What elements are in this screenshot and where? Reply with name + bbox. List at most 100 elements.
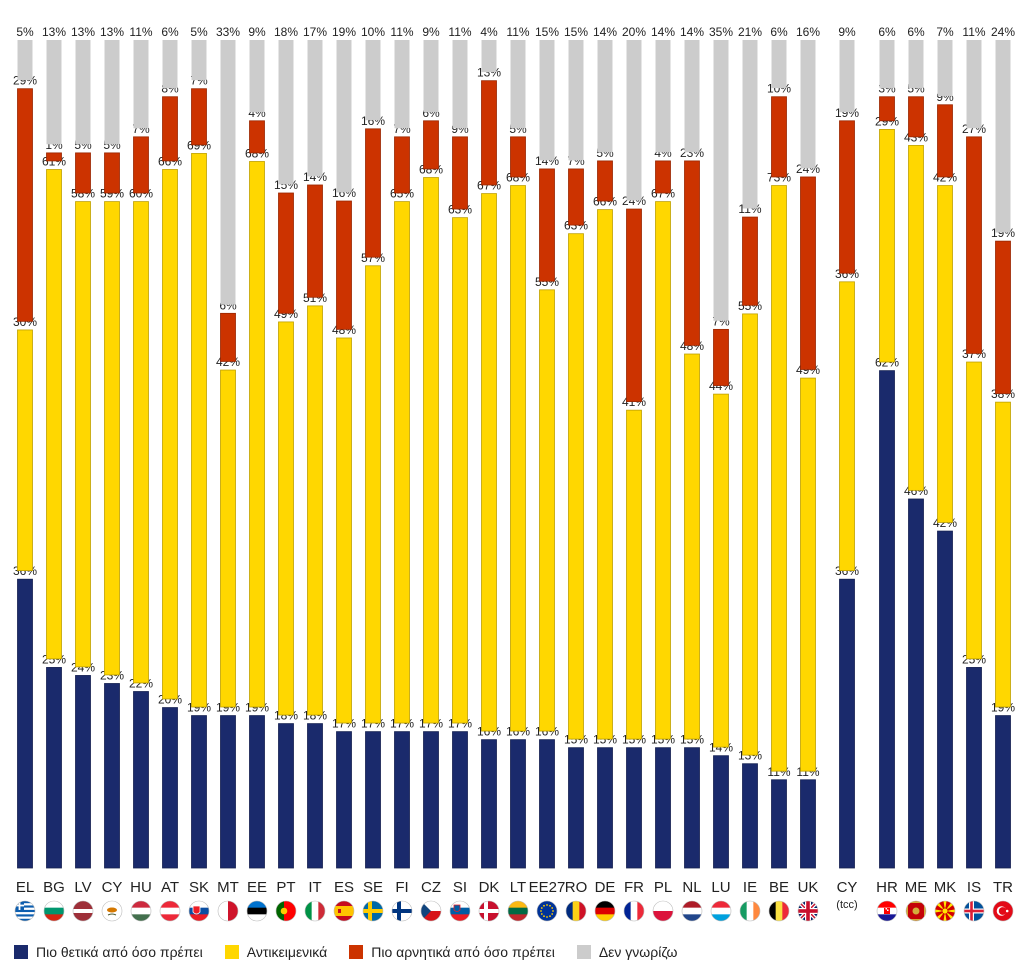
flag-finland-icon [391, 900, 413, 922]
value-label-dont-know: 11% [390, 25, 413, 39]
bar-segment-negative [423, 120, 439, 170]
bar-segment-negative [908, 96, 924, 138]
category-label: UK [798, 879, 819, 896]
bar-mk: 42%42%9%7% [933, 25, 957, 869]
value-label-dont-know: 10% [361, 25, 385, 39]
bar-segment-positive [597, 747, 613, 869]
bar-segment-dont-know [800, 40, 816, 169]
value-label-dont-know: 6% [161, 25, 179, 39]
flag-montenegro-icon [905, 900, 927, 922]
bar-segment-dont-know [966, 40, 982, 129]
category-label: HU [130, 879, 152, 896]
legend-label: Πιο θετικά από όσο πρέπει [36, 944, 203, 960]
flag-czech-icon [420, 900, 442, 922]
legend-item-positive: Πιο θετικά από όσο πρέπει [14, 944, 203, 960]
bar-segment-positive [568, 747, 584, 869]
bar-segment-positive [771, 779, 787, 869]
bar-ro: 15%63%7%15% [564, 25, 588, 869]
flag-uk-icon [797, 900, 819, 922]
bar-segment-dont-know [452, 40, 468, 129]
flag-eu-icon [536, 900, 558, 922]
bar-el: 36%30%29%5% [13, 25, 37, 869]
flag-spain-icon [333, 900, 355, 922]
flag-ireland-icon [739, 900, 761, 922]
bar-segment-objective [481, 193, 497, 732]
bar-segment-dont-know [684, 40, 700, 153]
stacked-bar-chart: 36%30%29%5% EL 25%61%1%13% BG 24%58%5%13% LV 2… [13, 25, 1015, 922]
bar-segment-negative [771, 96, 787, 178]
bar-segment-dont-know [17, 40, 33, 81]
bar-segment-objective [394, 201, 410, 724]
bar-segment-positive [394, 731, 410, 869]
bar-segment-objective [655, 201, 671, 740]
bar-segment-positive [800, 779, 816, 869]
category-label: MT [217, 879, 239, 896]
bar-nl: 15%48%23%14% [680, 25, 704, 869]
bar-segment-positive [626, 747, 642, 869]
value-label-dont-know: 19% [332, 25, 356, 39]
value-label-dont-know: 7% [936, 25, 954, 39]
bar-segment-negative [104, 152, 120, 194]
bar-segment-dont-know [75, 40, 91, 145]
legend-swatch [349, 945, 364, 959]
category-label: EE [247, 879, 267, 896]
bar-segment-dont-know [162, 40, 178, 89]
bar-segment-dont-know [539, 40, 555, 161]
bar-segment-negative [307, 184, 323, 298]
chart-legend: Πιο θετικά από όσο πρέπει Αντικειμενικά Πι… [14, 944, 677, 960]
bar-segment-positive [278, 723, 294, 869]
bar-segment-objective [365, 265, 381, 724]
bar-segment-objective [937, 185, 953, 523]
bar-hu: 22%60%7%11% [129, 25, 153, 869]
bar-segment-positive [423, 731, 439, 869]
bar-segment-positive [191, 715, 207, 869]
bar-segment-dont-know [104, 40, 120, 145]
bar-segment-negative [713, 328, 729, 386]
bar-segment-objective [597, 209, 613, 740]
category-label: ES [334, 879, 354, 896]
bar-cy-tcc: 36%36%19%9% [835, 25, 859, 869]
bar-segment-positive [162, 707, 178, 869]
flag-macedonia-icon [934, 900, 956, 922]
bar-segment-positive [713, 755, 729, 869]
value-label-dont-know: 21% [738, 25, 762, 39]
bar-sk: 19%69%7%5% [187, 25, 211, 869]
bar-tr: 19%38%19%24% [991, 25, 1015, 869]
value-label-dont-know: 11% [962, 25, 985, 39]
bar-segment-negative [220, 312, 236, 362]
bar-segment-negative [510, 136, 526, 178]
category-label: SE [363, 879, 383, 896]
bar-segment-objective [568, 233, 584, 740]
bar-segment-positive [937, 530, 953, 869]
bar-segment-dont-know [191, 40, 207, 81]
flag-lithuania-icon [507, 900, 529, 922]
bar-segment-objective [162, 169, 178, 700]
bar-segment-objective [423, 177, 439, 724]
value-label-dont-know: 16% [796, 25, 820, 39]
value-label-dont-know: 4% [480, 25, 498, 39]
value-label-dont-know: 17% [303, 25, 327, 39]
bar-segment-dont-know [510, 40, 526, 129]
value-label-dont-know: 33% [216, 25, 240, 39]
bar-segment-negative [46, 152, 62, 162]
bar-segment-dont-know [481, 40, 497, 73]
value-label-dont-know: 15% [564, 25, 588, 39]
bar-segment-dont-know [423, 40, 439, 113]
flag-germany-icon [594, 900, 616, 922]
category-label: TR [993, 879, 1013, 896]
value-label-dont-know: 6% [907, 25, 925, 39]
bar-segment-positive [249, 715, 265, 869]
bar-segment-negative [684, 160, 700, 346]
bar-segment-positive [307, 723, 323, 869]
value-label-dont-know: 11% [448, 25, 471, 39]
value-label-dont-know: 14% [680, 25, 704, 39]
category-label: BE [769, 879, 789, 896]
category-label: CY [837, 879, 858, 896]
category-label: IS [967, 879, 981, 896]
bar-segment-objective [908, 145, 924, 491]
flag-portugal-icon [275, 900, 297, 922]
bar-segment-objective [966, 361, 982, 660]
category-sublabel: (tcc) [836, 899, 857, 911]
bar-segment-negative [162, 96, 178, 162]
value-label-dont-know: 14% [593, 25, 617, 39]
